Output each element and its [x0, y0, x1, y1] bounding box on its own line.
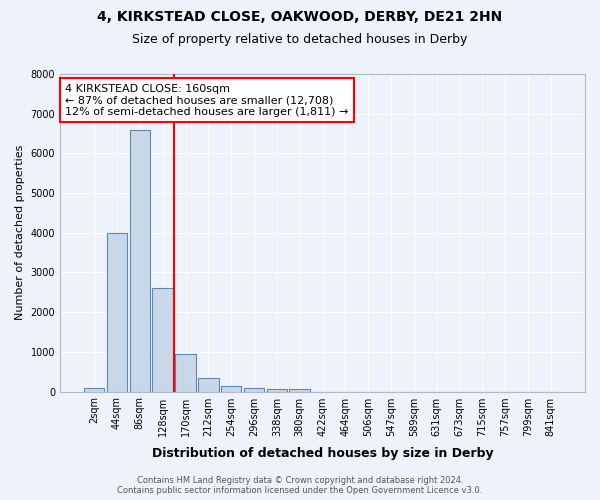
Bar [289, 389, 310, 392]
Bar [175, 354, 196, 392]
Text: Size of property relative to detached houses in Derby: Size of property relative to detached ho… [133, 32, 467, 46]
Text: 4 KIRKSTEAD CLOSE: 160sqm
← 87% of detached houses are smaller (12,708)
12% of s: 4 KIRKSTEAD CLOSE: 160sqm ← 87% of detac… [65, 84, 349, 116]
Bar [221, 386, 241, 392]
X-axis label: Distribution of detached houses by size in Derby: Distribution of detached houses by size … [152, 447, 493, 460]
Bar [107, 233, 127, 392]
Bar [152, 288, 173, 392]
Bar [130, 130, 150, 392]
Bar [244, 388, 264, 392]
Bar [266, 388, 287, 392]
Text: Contains HM Land Registry data © Crown copyright and database right 2024.
Contai: Contains HM Land Registry data © Crown c… [118, 476, 482, 495]
Bar [198, 378, 218, 392]
Text: 4, KIRKSTEAD CLOSE, OAKWOOD, DERBY, DE21 2HN: 4, KIRKSTEAD CLOSE, OAKWOOD, DERBY, DE21… [97, 10, 503, 24]
Bar [84, 388, 104, 392]
Y-axis label: Number of detached properties: Number of detached properties [15, 145, 25, 320]
